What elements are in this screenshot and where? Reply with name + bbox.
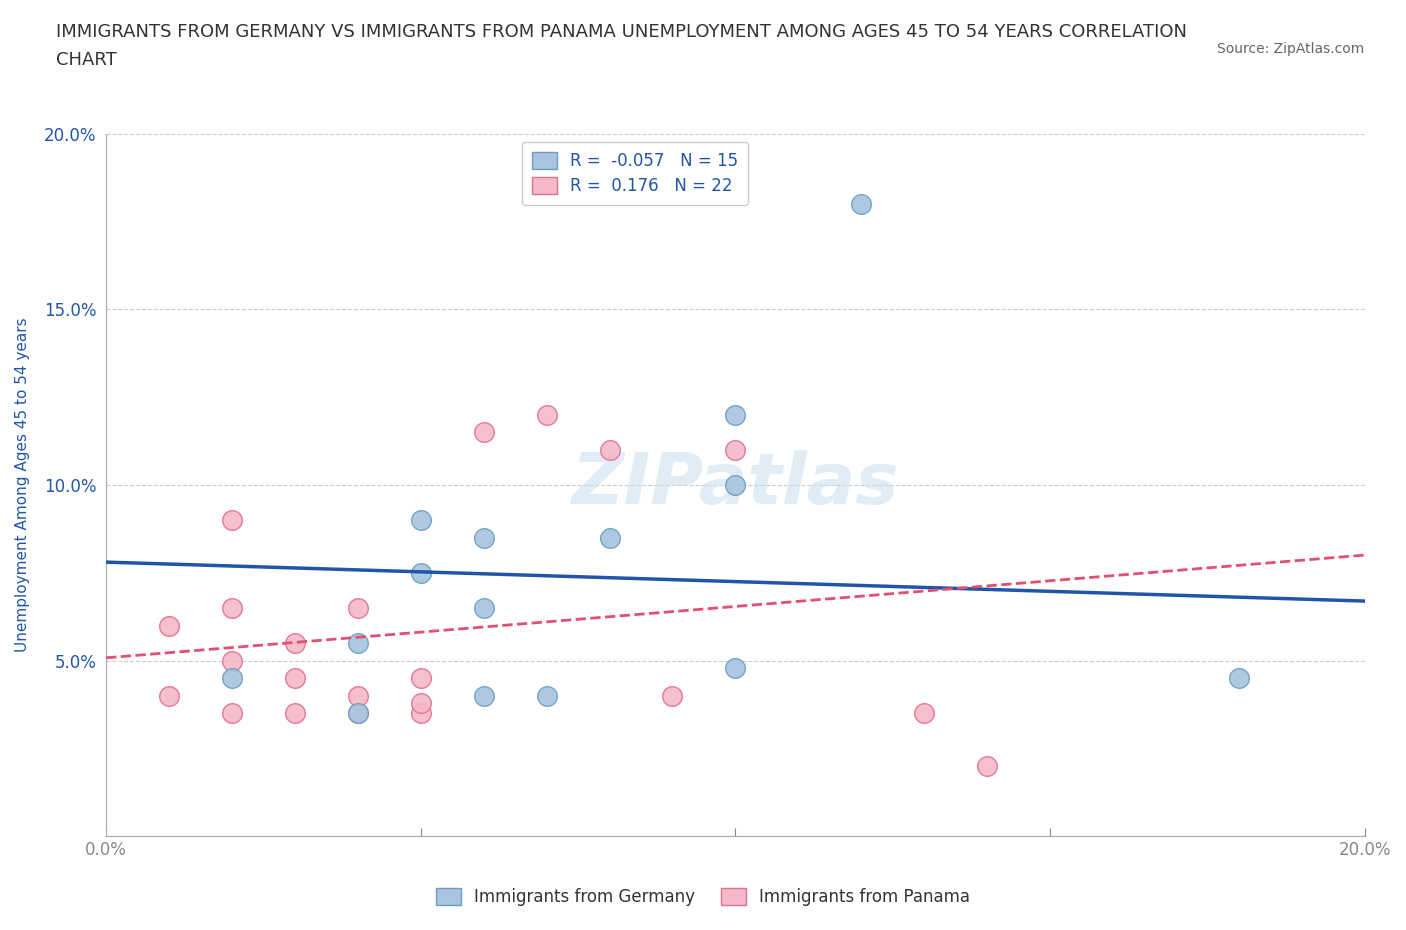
Point bbox=[347, 706, 370, 721]
Point bbox=[409, 696, 432, 711]
Point bbox=[157, 688, 180, 703]
Text: ZIPatlas: ZIPatlas bbox=[572, 450, 898, 520]
Point bbox=[284, 706, 307, 721]
Point bbox=[724, 660, 747, 675]
Point bbox=[724, 443, 747, 458]
Point bbox=[409, 706, 432, 721]
Point bbox=[284, 671, 307, 685]
Point bbox=[157, 618, 180, 633]
Point bbox=[536, 688, 558, 703]
Point bbox=[221, 653, 243, 668]
Point bbox=[347, 706, 370, 721]
Point bbox=[912, 706, 935, 721]
Point bbox=[221, 671, 243, 685]
Text: IMMIGRANTS FROM GERMANY VS IMMIGRANTS FROM PANAMA UNEMPLOYMENT AMONG AGES 45 TO : IMMIGRANTS FROM GERMANY VS IMMIGRANTS FR… bbox=[56, 23, 1187, 41]
Text: CHART: CHART bbox=[56, 51, 117, 69]
Point bbox=[284, 635, 307, 650]
Point bbox=[661, 688, 683, 703]
Point bbox=[409, 512, 432, 527]
Point bbox=[221, 601, 243, 616]
Point bbox=[347, 601, 370, 616]
Point bbox=[472, 425, 495, 440]
Point bbox=[1227, 671, 1250, 685]
Point bbox=[472, 688, 495, 703]
Point bbox=[599, 530, 621, 545]
Point bbox=[472, 530, 495, 545]
Point bbox=[221, 706, 243, 721]
Point bbox=[472, 601, 495, 616]
Point bbox=[724, 477, 747, 492]
Point bbox=[409, 671, 432, 685]
Point bbox=[724, 407, 747, 422]
Legend: R =  -0.057   N = 15, R =  0.176   N = 22: R = -0.057 N = 15, R = 0.176 N = 22 bbox=[522, 142, 748, 205]
Point bbox=[599, 443, 621, 458]
Legend: Immigrants from Germany, Immigrants from Panama: Immigrants from Germany, Immigrants from… bbox=[429, 881, 977, 912]
Point bbox=[409, 565, 432, 580]
Y-axis label: Unemployment Among Ages 45 to 54 years: Unemployment Among Ages 45 to 54 years bbox=[15, 318, 30, 652]
Text: Source: ZipAtlas.com: Source: ZipAtlas.com bbox=[1216, 42, 1364, 56]
Point bbox=[347, 688, 370, 703]
Point bbox=[976, 759, 998, 774]
Point bbox=[536, 407, 558, 422]
Point bbox=[221, 512, 243, 527]
Point bbox=[851, 196, 873, 211]
Point bbox=[347, 635, 370, 650]
